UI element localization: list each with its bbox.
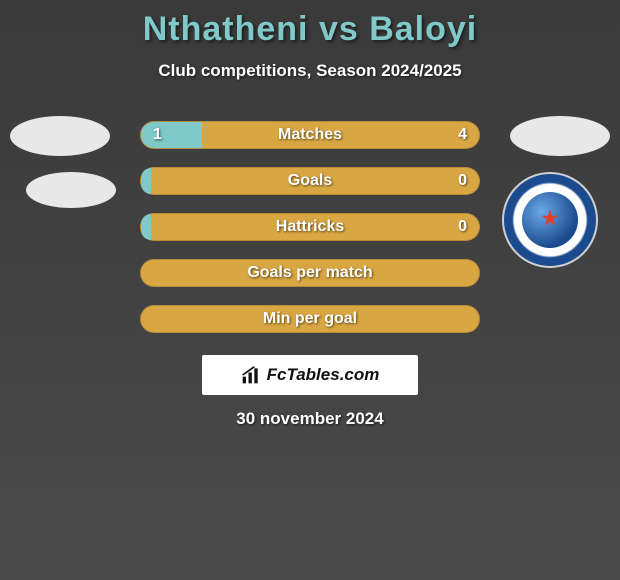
stat-bar-fill-left: [141, 122, 202, 148]
club-badge-inner: ★: [522, 192, 578, 248]
footer-date: 30 november 2024: [0, 409, 620, 429]
stat-value-right: 0: [458, 172, 467, 190]
player-right-avatar-placeholder: [510, 116, 610, 156]
player-left-avatar-placeholder: [10, 116, 110, 156]
stat-bar: Hattricks 0: [140, 213, 480, 241]
stat-bar: 1 Matches 4: [140, 121, 480, 149]
stat-label: Goals: [288, 172, 332, 190]
stat-label: Hattricks: [276, 218, 344, 236]
comparison-subtitle: Club competitions, Season 2024/2025: [0, 61, 620, 81]
star-icon: ★: [540, 206, 560, 232]
comparison-title: Nthatheni vs Baloyi: [0, 0, 620, 49]
stat-value-right: 0: [458, 218, 467, 236]
stat-bar: Goals 0: [140, 167, 480, 195]
stat-label: Goals per match: [247, 264, 372, 282]
stat-bar: Min per goal: [140, 305, 480, 333]
chart-icon: [241, 365, 261, 385]
footer-brand-box[interactable]: FcTables.com: [202, 355, 418, 395]
club-right-badge: ★: [502, 172, 598, 268]
stat-bar: Goals per match: [140, 259, 480, 287]
stat-label: Matches: [278, 126, 342, 144]
stat-label: Min per goal: [263, 310, 357, 328]
footer-brand-text: FcTables.com: [267, 365, 380, 385]
club-left-badge-placeholder: [26, 172, 116, 208]
stat-bar-fill-left: [141, 214, 151, 240]
stat-value-left: 1: [153, 126, 162, 144]
stat-bar-fill-left: [141, 168, 151, 194]
stat-value-right: 4: [458, 126, 467, 144]
